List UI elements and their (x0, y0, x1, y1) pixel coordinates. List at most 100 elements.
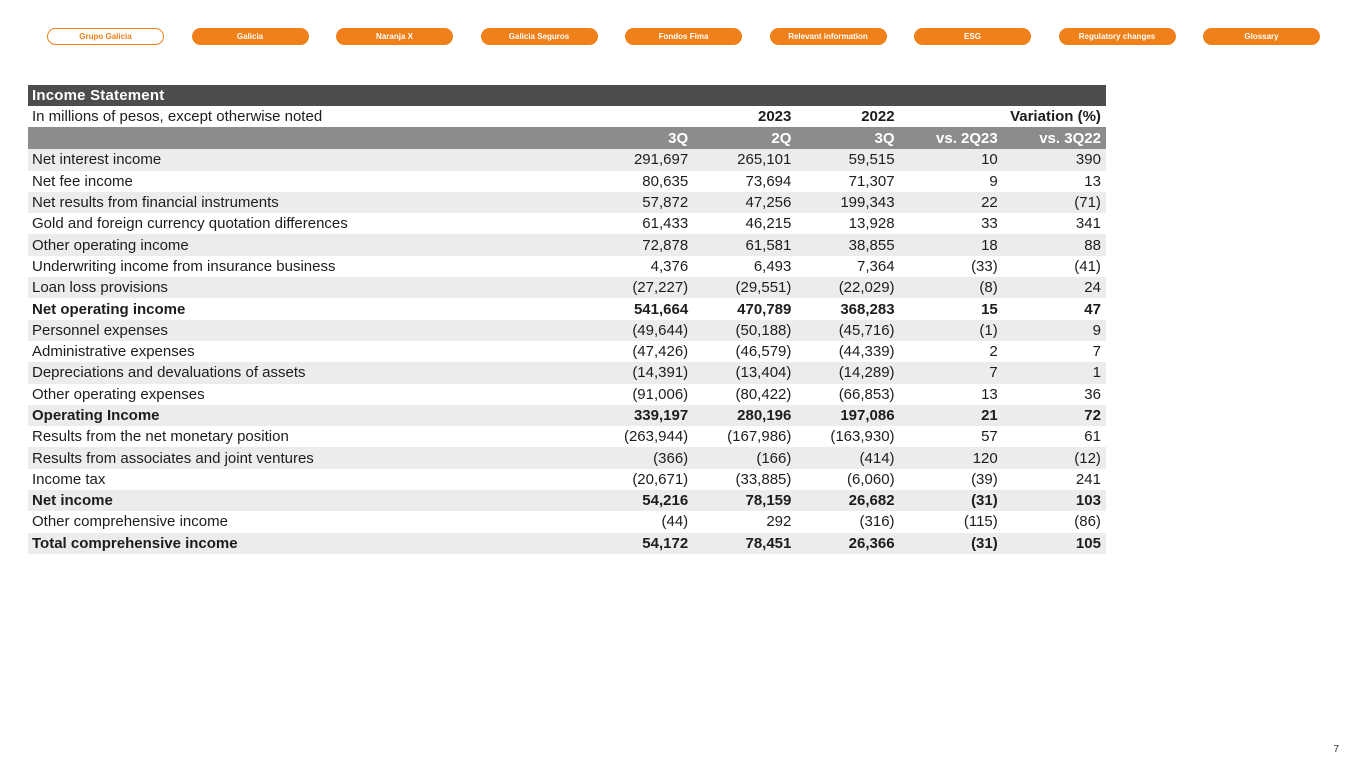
row-value: 21 (981, 407, 998, 424)
row-value: (14,289) (838, 364, 895, 382)
row-value: 1 (1092, 364, 1101, 382)
row-value: (167,986) (727, 428, 792, 446)
row-value: (71) (1074, 194, 1101, 212)
row-value: 368,283 (840, 300, 895, 318)
row-value: (6,060) (847, 470, 895, 488)
table-title: Income Statement (28, 85, 1106, 106)
row-value: 7 (1092, 343, 1101, 361)
row-value: (49,644) (632, 321, 689, 339)
nav-pill-grupo-galicia[interactable]: Grupo Galicia (47, 28, 164, 45)
row-value: 292 (766, 513, 792, 531)
row-label: Other operating expenses (32, 385, 205, 403)
row-value: 36 (1084, 385, 1101, 403)
row-value: (44,339) (838, 343, 895, 361)
top-navigation: Grupo Galicia Galicia Naranja X Galicia Seg… (47, 28, 1320, 45)
nav-pill-regulatory-changes[interactable]: Regulatory changes (1058, 28, 1176, 45)
table-row-other-comprehensive-income: Other comprehensive income (44) 292 (316) (1… (28, 511, 1106, 532)
table-row-income-tax: Income tax (20,671) (33,885) (6,060) (39) 241 (28, 469, 1106, 490)
table-row-operating-income: Operating Income 339,197 280,196 197,086 21 7… (28, 404, 1106, 427)
row-value: 9 (1092, 321, 1101, 339)
row-label: Net fee income (32, 172, 133, 190)
column-header-3q: 3Q (668, 129, 689, 147)
row-value: 46,215 (745, 215, 792, 233)
row-value: (44) (661, 513, 689, 531)
row-label: Results from associates and joint ventur… (32, 449, 314, 467)
row-value: 10 (981, 151, 998, 169)
row-value: (46,579) (735, 343, 792, 361)
row-value: 26,682 (848, 492, 895, 510)
row-value: (45,716) (838, 321, 895, 339)
nav-pill-fondos-fima[interactable]: Fondos Fima (625, 28, 742, 45)
row-value: 280,196 (737, 407, 792, 424)
table-row-net-interest-income: Net interest income 291,697 265,101 59,515 1… (28, 149, 1106, 171)
row-value: 265,101 (737, 151, 792, 169)
year-header-2022: 2022 (861, 108, 895, 126)
row-value: (13,404) (735, 364, 792, 382)
row-value: 78,451 (745, 534, 792, 552)
row-value: 291,697 (633, 151, 689, 169)
row-value: (316) (859, 513, 895, 531)
row-value: (91,006) (632, 385, 689, 403)
row-value: (115) (963, 513, 998, 531)
variation-header: Variation (%) (1010, 108, 1101, 126)
row-value: 61,581 (745, 236, 792, 254)
table-row-net-results-from-financial-instruments: Net results from financial instruments 57… (28, 191, 1106, 214)
table-row-administrative-expenses: Administrative expenses (47,426) (46,579) (… (28, 341, 1106, 362)
row-value: (33) (971, 257, 998, 275)
row-value: 80,635 (642, 172, 689, 190)
row-value: 15 (981, 300, 998, 318)
table-subtitle: In millions of pesos, except otherwise n… (32, 108, 323, 126)
row-label: Administrative expenses (32, 343, 195, 361)
row-value: 57 (981, 428, 998, 446)
row-value: 470,789 (737, 300, 792, 318)
row-value: (47,426) (632, 343, 689, 361)
row-value: 6,493 (753, 257, 792, 275)
row-value: 54,216 (642, 492, 689, 510)
row-value: 103 (1075, 492, 1101, 510)
row-value: 105 (1075, 534, 1101, 552)
row-label: Net interest income (32, 151, 162, 169)
row-label: Other comprehensive income (32, 513, 228, 531)
row-value: 72,878 (642, 236, 689, 254)
row-value: (41) (1074, 257, 1101, 275)
row-label: Results from the net monetary position (32, 428, 289, 446)
row-value: 9 (989, 172, 998, 190)
row-value: 38,855 (848, 236, 895, 254)
row-label: Personnel expenses (32, 321, 168, 339)
nav-pill-glossary[interactable]: Glossary (1203, 28, 1320, 45)
row-value: (31) (971, 492, 998, 510)
nav-pill-galicia-seguros[interactable]: Galicia Seguros (480, 28, 598, 45)
table-body: Net interest income 291,697 265,101 59,515 1… (28, 149, 1106, 554)
row-value: (166) (756, 449, 792, 467)
column-header-row: 3Q 2Q 3Q vs. 2Q23 vs. 3Q22 (28, 127, 1106, 150)
nav-pill-galicia[interactable]: Galicia (191, 28, 309, 45)
table-row-net-fee-income: Net fee income 80,635 73,694 71,307 9 13 (28, 171, 1106, 192)
row-value: 339,197 (633, 407, 689, 424)
row-value: 390 (1075, 151, 1101, 169)
row-label: Total comprehensive income (32, 534, 238, 552)
row-value: (20,671) (632, 470, 689, 488)
row-value: 541,664 (633, 300, 689, 318)
row-label: Income tax (32, 470, 106, 488)
page-number: 7 (1333, 744, 1339, 755)
row-value: 241 (1075, 470, 1101, 488)
row-value: 47,256 (745, 194, 792, 212)
row-value: (366) (653, 449, 689, 467)
table-row-underwriting-income-from-insurance-business: Underwriting income from insurance busin… (28, 256, 1106, 277)
nav-pill-naranja-x[interactable]: Naranja X (336, 28, 453, 45)
row-value: (27,227) (632, 279, 689, 297)
nav-pill-esg[interactable]: ESG (914, 28, 1031, 45)
row-value: (31) (971, 534, 998, 552)
row-value: 73,694 (745, 172, 792, 190)
row-label: Loan loss provisions (32, 279, 168, 297)
row-value: 13 (1084, 172, 1101, 190)
row-value: 71,307 (848, 172, 895, 190)
row-value: 57,872 (642, 194, 689, 212)
row-value: 61,433 (642, 215, 689, 233)
row-value: 72 (1084, 407, 1101, 424)
nav-pill-relevant-information[interactable]: Relevant information (769, 28, 887, 45)
row-value: 61 (1084, 428, 1101, 446)
row-value: (12) (1074, 449, 1101, 467)
row-value: 59,515 (848, 151, 895, 169)
row-value: (29,551) (735, 279, 792, 297)
